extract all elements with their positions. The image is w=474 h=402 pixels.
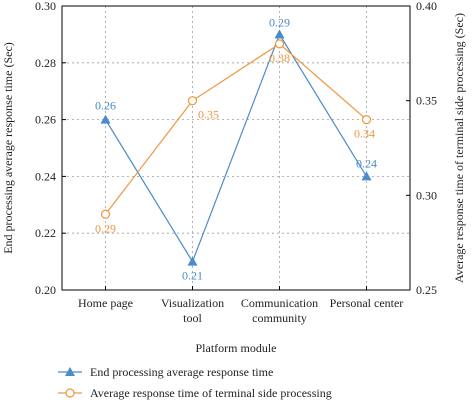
series-line-end-processing (104, 33, 368, 263)
data-label: 0.21 (182, 269, 203, 283)
data-label: 0.38 (269, 51, 290, 65)
y-right-tick-label: 0.35 (416, 94, 437, 108)
data-point-triangle (100, 114, 111, 124)
legend-label-end-processing: End processing average response time (90, 365, 273, 379)
data-point-circle (274, 39, 285, 49)
x-axis-title: Platform module (196, 341, 277, 355)
data-labels-layer: 0.26 0.21 0.29 0.24 0.29 0.35 0.38 0.34 (95, 15, 377, 282)
data-point-triangle (361, 171, 372, 181)
y-left-tick-label: 0.28 (35, 56, 56, 70)
y-left-tick-label: 0.20 (35, 283, 56, 297)
x-tick-label: Personal center (330, 296, 404, 310)
data-label: 0.29 (95, 221, 116, 235)
y-axis-left-title: End processing average response time (Se… (1, 42, 15, 254)
data-point-triangle (187, 256, 198, 266)
series-layer (100, 29, 372, 266)
x-tick-label: Communication (241, 296, 318, 310)
y-left-tick-label: 0.24 (35, 169, 56, 183)
data-point-circle (100, 209, 111, 219)
y-left-tick-label: 0.30 (35, 0, 56, 13)
y-right-tick-label: 0.40 (416, 0, 437, 13)
x-tick-label: Home page (78, 296, 133, 310)
legend-item-terminal-side: Average response time of terminal side p… (58, 386, 332, 400)
y-axis-right-title: Average response time of terminal side p… (452, 13, 466, 283)
data-point-circle (361, 114, 372, 125)
series-line-terminal-side (105, 43, 367, 215)
axes-layer: 0.20 0.22 0.24 0.26 0.28 0.30 0.25 0.30 0.35 0.40… (35, 0, 437, 325)
x-tick-label: tool (183, 311, 202, 325)
y-right-tick-label: 0.25 (416, 283, 437, 297)
plot-frame (61, 5, 411, 291)
legend-label-terminal-side: Average response time of terminal side p… (90, 386, 332, 400)
legend: End processing average response time Ave… (58, 365, 332, 400)
y-left-tick-label: 0.22 (35, 226, 56, 240)
legend-item-end-processing: End processing average response time (58, 365, 273, 379)
y-left-tick-label: 0.26 (35, 113, 56, 127)
triangle-marker-icon (65, 367, 75, 376)
data-point-circle (187, 96, 198, 106)
y-right-tick-label: 0.30 (416, 188, 437, 202)
grid-layer (62, 6, 410, 290)
data-label: 0.35 (198, 108, 219, 122)
data-label: 0.29 (269, 15, 290, 29)
circle-marker-icon (65, 388, 75, 398)
data-label: 0.24 (356, 156, 377, 170)
data-label: 0.34 (354, 127, 375, 141)
x-tick-label: community (252, 311, 307, 325)
data-point-triangle (274, 29, 285, 39)
data-label: 0.26 (95, 99, 116, 113)
x-tick-label: Visualization (161, 296, 224, 310)
